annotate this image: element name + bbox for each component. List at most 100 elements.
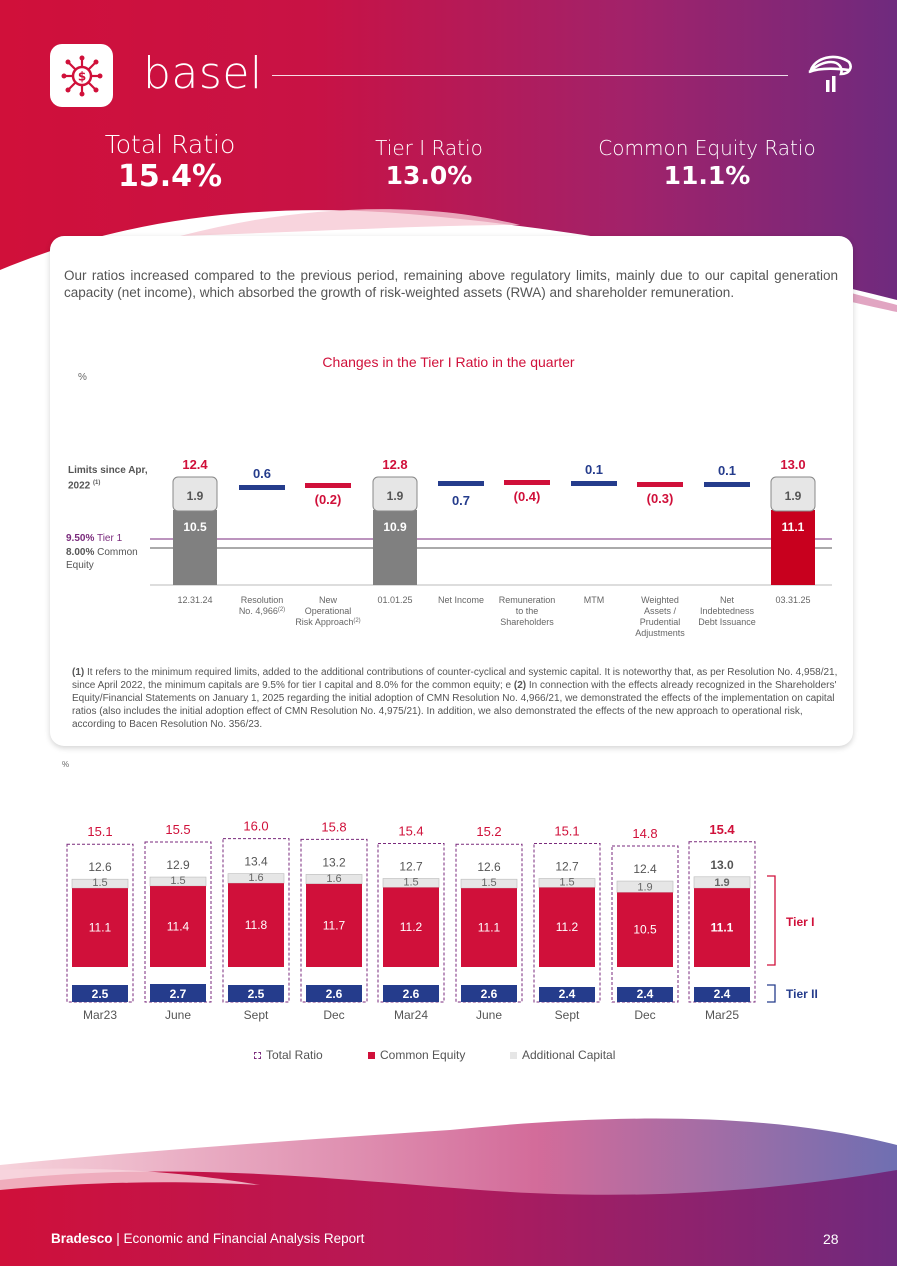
waterfall-chart-title: Changes in the Tier I Ratio in the quart… [322,354,575,370]
total-ratio-label: 15.4 [398,823,423,838]
waterfall-bar-base-label: 10.5 [183,520,207,534]
total-ratio-label: 16.0 [243,819,268,834]
tier2-bar [461,985,517,1002]
total-ratio-value: 15.4% [117,159,223,194]
page-title: basel [143,48,263,99]
additional-capital-label: 1.5 [170,875,185,887]
waterfall-delta-label: 0.1 [585,462,603,477]
common-equity-bar [72,888,128,967]
tier1-value-label: 12.7 [399,859,423,873]
waterfall-delta-label: 0.7 [452,493,470,508]
tier1-value-label: 12.9 [166,858,190,872]
total-ratio-label: Total Ratio [104,130,236,159]
additional-capital-label: 1.5 [403,876,418,888]
common-equity-label: 11.1 [89,921,112,935]
limits-label-text: Limits since Apr, 2022 [68,465,148,492]
waterfall-delta-bar [438,481,484,486]
tier1-value-label: 12.4 [633,862,657,876]
waterfall-category-label: Remuneration to the Shareholders [499,595,556,627]
limits-label: Limits since Apr, 2022 (1) [68,464,148,492]
basel-logo-icon: $ [50,44,113,107]
waterfall-total-label: 12.8 [382,457,407,472]
tier2-bar [72,985,128,1002]
footer-report-title: Bradesco | Economic and Financial Analys… [51,1231,364,1246]
limits-label-sup: (1) [93,480,101,486]
tier2-label: 2.6 [481,987,498,1001]
footnote: (1) It refers to the minimum required li… [72,666,840,731]
footnote-mark-1: (1) [72,667,85,678]
common-equity-label: 10.5 [633,923,657,937]
total-ratio-label: 15.2 [476,824,501,839]
tier2-bar [617,987,673,1002]
capital-chart-category-label: June [476,1008,502,1022]
page-number: 28 [823,1231,839,1247]
waterfall-bar-top [172,476,218,512]
legend-common-equity-label: Common Equity [380,1048,466,1062]
tier2-label: 2.6 [326,987,343,1001]
tier1-value-label: 13.2 [322,855,346,869]
common-equity-label: 11.1 [478,921,501,935]
tier2-bar [694,987,750,1002]
total-ratio: Total Ratio 15.4% [70,130,270,194]
common-equity-bar [150,886,206,967]
tier1-ratio: Tier I Ratio 13.0% [329,136,529,190]
waterfall-bar-base [771,510,815,585]
tier1-value-label: 12.6 [88,860,112,874]
tier1-value-label: 13.4 [244,855,268,869]
common-equity-bar [228,883,284,967]
additional-capital-label: 1.6 [326,873,341,885]
additional-capital-label: 1.5 [559,876,574,888]
common-equity-label: 11.7 [323,918,346,932]
waterfall-bar-top-label: 1.9 [187,489,204,503]
additional-capital-label: 1.5 [92,877,107,889]
capital-chart-category-label: Mar25 [705,1008,739,1022]
waterfall-delta-label: 0.1 [718,463,736,478]
tier1-limit-label: 9.50% Tier 1 [66,533,122,544]
svg-text:$: $ [77,69,85,83]
tier2-bar [306,985,362,1002]
common-equity-bar [617,892,673,967]
ce-limit-label: 8.00% Common Equity [66,546,156,572]
tier2-label: 2.4 [559,987,576,1001]
tier1-value-label: 12.7 [555,859,579,873]
waterfall-bar-base [373,510,417,585]
capital-ratio-chart: 15.1 12.6 1.5 11.1 2.5 Mar23 15.5 12.9 1.5 11.4 2.… [66,819,818,1022]
waterfall-bar-top-label: 1.9 [387,489,404,503]
tier2-label: 2.4 [714,987,731,1001]
total-ratio-label: 15.1 [87,824,112,839]
tier2-bar [383,985,439,1002]
capital-chart-category-label: Dec [634,1008,655,1022]
legend-common-equity: Common Equity [368,1048,465,1062]
capital-chart-category-label: Sept [555,1008,580,1022]
capital-chart-category-label: June [165,1008,191,1022]
tier2-bracket [767,984,776,1003]
additional-capital-label: 1.9 [637,881,652,893]
tier1-limit-pct: 9.50% [66,533,95,544]
waterfall-bar-top-label: 1.9 [785,489,802,503]
footer-wave [0,1118,897,1266]
legend-common-equity-swatch [368,1051,375,1059]
waterfall-total-label: 12.4 [182,457,208,472]
common-equity-bar [694,888,750,967]
tier2-bracket-label: Tier II [786,987,818,1001]
common-equity-label: 11.1 [711,921,734,935]
waterfall-delta-label: (0.4) [514,489,541,504]
waterfall-category-label: Weighted Assets / Prudential Adjustments [635,595,685,638]
total-ratio-label: 15.5 [165,822,190,837]
waterfall-category-label: Net Indebtedness Debt Issuance [698,595,756,627]
tier1-waterfall-chart: 10.5 1.9 12.4 12.31.24 0.6 Resolution No. 4,96… [150,457,832,638]
waterfall-category-label: MTM [584,595,605,605]
tier2-bar [539,987,595,1002]
additional-capital-label: 1.9 [714,877,729,889]
waterfall-bar-base-label: 10.9 [383,520,407,534]
tier2-bar [228,985,284,1002]
waterfall-delta-bar [305,483,351,488]
common-equity-label: 11.4 [167,920,190,934]
legend-total-ratio: Total Ratio [254,1048,323,1062]
waterfall-category-label: 01.01.25 [377,595,412,605]
waterfall-delta-label: (0.3) [647,491,674,506]
ce-limit-text: Common Equity [66,547,138,571]
waterfall-category-label: Net Income [438,595,484,605]
waterfall-delta-bar [504,480,550,485]
waterfall-delta-bar [571,481,617,486]
